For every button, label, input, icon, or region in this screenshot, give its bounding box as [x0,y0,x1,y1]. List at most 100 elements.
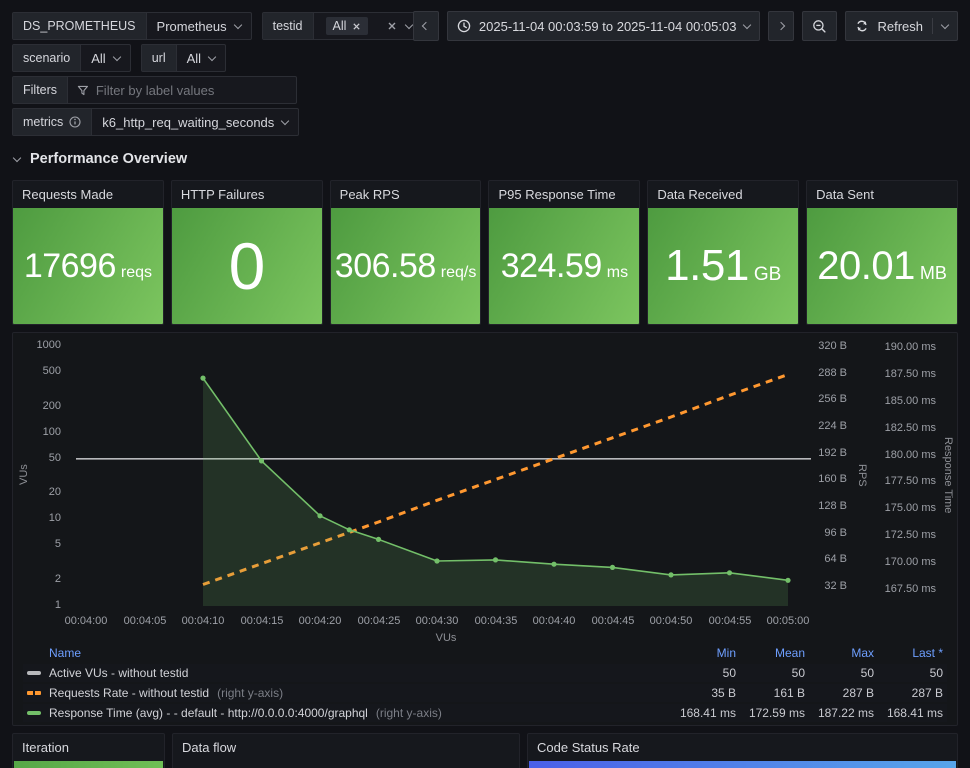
axis-tick: 1 [54,599,61,611]
axis-tick: 96 B [824,527,847,539]
dashboard-controls: DS_PROMETHEUS Prometheus testid All [12,11,958,140]
stat-unit: reqs [120,263,152,281]
legend-header: Name Min Mean Max Last * [23,644,947,662]
panel-title[interactable]: P95 Response Time [498,187,616,202]
axis-tick: 288 B [818,367,847,379]
y-axis-rps-ticks: 320 B 288 B 256 B 224 B 192 B 160 B 128 B 96 B 6… [813,339,847,611]
var-scenario-select[interactable]: All [81,45,129,71]
x-axis-tick: 00:04:20 [298,615,342,627]
x-axis-tick: 00:04:50 [649,615,693,627]
iteration-stat-bar [14,761,163,768]
stat-unit: req/s [440,263,477,281]
time-controls: 2025-11-04 00:03:59 to 2025-11-04 00:05:… [412,11,958,41]
funnel-icon [77,85,89,95]
stat-unit: MB [919,262,947,283]
stat-body: 306.58 req/s [330,208,481,324]
axis-tick: 190.00 ms [884,341,936,353]
legend-col-min[interactable]: Min [716,646,736,660]
filters-input[interactable] [95,82,288,98]
var-url-value: All [186,50,202,66]
time-back-button[interactable] [412,11,439,41]
x-axis-label: VUs [435,632,457,644]
stat-body: 17696 reqs [13,208,163,324]
x-axis-ticks: 00:04:00 00:04:05 00:04:10 00:04:15 00:04:20… [65,615,816,629]
axis-tick: 160 B [818,473,847,485]
stat-unit: GB [753,264,782,285]
clear-all-icon[interactable] [387,21,397,31]
button-divider [932,18,933,34]
zoom-out-button[interactable] [802,11,838,41]
var-testid-label: testid [262,13,314,39]
axis-tick: 256 B [818,393,847,405]
series-swatch-gray [27,671,41,675]
var-scenario-label: scenario [13,45,82,71]
variables-row-2: scenario All url All [12,44,958,72]
legend-last: 287 B [911,686,943,700]
legend-col-last[interactable]: Last * [912,646,943,660]
time-forward-button[interactable] [768,11,795,41]
var-metrics-select[interactable]: k6_http_req_waiting_seconds [92,109,298,135]
panel-data-received: Data Received 1.51 GB [647,180,800,325]
panel-title[interactable]: Data Received [657,187,743,202]
close-icon[interactable] [352,22,361,31]
var-ds-select[interactable]: Prometheus [147,13,251,39]
chevron-down-icon [233,20,242,29]
series-axis-note: (right y-axis) [375,706,442,720]
axis-tick: 50 [48,452,61,464]
legend-col-max[interactable]: Max [851,646,874,660]
axis-tick: 175.00 ms [884,502,936,514]
panel-title[interactable]: Iteration [22,739,69,755]
legend-row-response-time[interactable]: Response Time (avg) - - default - http:/… [23,704,947,722]
testid-all-chip[interactable]: All [325,17,369,35]
series-name: Requests Rate - without testid [49,686,210,700]
panel-title[interactable]: Data flow [182,739,237,755]
legend-row-requests-rate[interactable]: Requests Rate - without testid (right y-… [23,684,947,702]
panel-title[interactable]: Requests Made [22,187,114,202]
zoom-out-icon [813,19,827,33]
panel-http-failures: HTTP Failures 0 [170,180,323,325]
time-range-picker[interactable]: 2025-11-04 00:03:59 to 2025-11-04 00:05:… [446,11,761,41]
chevron-down-icon[interactable] [940,20,950,29]
x-axis-tick: 00:04:30 [415,615,459,627]
panel-title[interactable]: HTTP Failures [180,187,265,202]
legend-last: 50 [929,666,943,680]
legend-max: 50 [860,666,874,680]
panel-p95-response-time: P95 Response Time 324.59 ms [488,180,641,325]
timeseries-plot[interactable] [76,339,816,611]
stat-value: 306.58 [334,246,437,285]
var-url-select[interactable]: All [177,45,225,71]
stat-body: 1.51 GB [648,208,799,324]
legend-col-name[interactable]: Name [49,646,82,660]
axis-tick: 192 B [818,447,847,459]
axis-tick: 100 [42,426,61,438]
legend-mean: 161 B [773,686,805,700]
series-name: Response Time (avg) - - default - http:/… [49,706,368,720]
legend-col-mean[interactable]: Mean [774,646,805,660]
stat-value: 17696 [23,246,117,285]
y-axis-label-response-time: Response Time [942,436,954,514]
axis-tick: 128 B [818,500,847,512]
variables-row-1: DS_PROMETHEUS Prometheus testid All [12,11,958,41]
code-status-bar [529,761,956,768]
axis-tick: 5 [54,538,61,550]
series-name: Active VUs - without testid [49,666,189,680]
panel-title[interactable]: Data Sent [816,187,874,202]
refresh-icon [857,20,867,32]
refresh-button[interactable]: Refresh [845,11,958,41]
axis-tick: 172.50 ms [884,529,936,541]
metrics-row: metrics k6_http_req_waiting_seconds [12,108,958,136]
panel-data-flow: Data flow [172,733,520,768]
info-icon[interactable] [69,116,81,128]
var-testid-select[interactable]: All [314,13,432,39]
var-url: url All [140,44,227,72]
row-performance-overview[interactable]: Performance Overview [12,151,187,167]
x-axis-tick: 00:04:45 [591,615,635,627]
panel-title[interactable]: Code Status Rate [537,739,640,755]
legend-row-active-vus[interactable]: Active VUs - without testid 50 50 50 50 [23,664,947,682]
axis-tick: 2 [54,573,61,585]
stat-value: 20.01 [817,243,915,288]
chevron-down-icon [12,153,22,162]
series-axis-note: (right y-axis) [217,686,284,700]
panel-title[interactable]: Peak RPS [339,187,400,202]
series-swatch-orange-dashed [27,691,41,695]
